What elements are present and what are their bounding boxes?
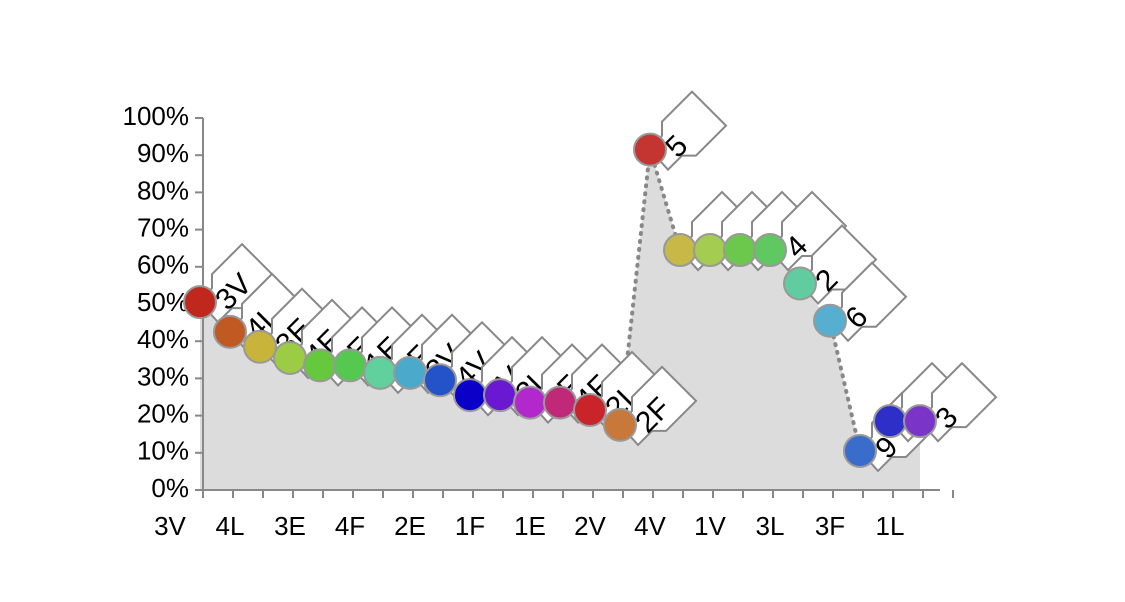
point-marker xyxy=(783,266,817,301)
jump-connector xyxy=(648,147,682,253)
point-marker xyxy=(723,233,757,268)
y-tick-label: 50% xyxy=(137,287,189,317)
point-marker xyxy=(483,378,517,413)
y-tick-label: 30% xyxy=(137,361,189,391)
point-marker xyxy=(183,285,217,320)
point-marker xyxy=(303,348,337,383)
area-layer xyxy=(200,149,920,490)
point-marker xyxy=(753,233,787,268)
y-tick-label: 90% xyxy=(137,138,189,168)
data-point: 5 xyxy=(633,90,728,172)
y-tick-label: 100% xyxy=(123,101,190,131)
point-marker xyxy=(573,393,607,428)
point-tag xyxy=(768,190,848,272)
x-tick-label: 1F xyxy=(455,511,485,541)
point-tag xyxy=(828,261,908,343)
axis-layer: 0% 10% 20% 30% 40% 50% 60% 70% 80% 90% 100% 3V 4L 3E 4… xyxy=(123,101,954,541)
jump-connector xyxy=(828,318,862,453)
data-point: 6 xyxy=(813,261,908,343)
x-tick-label: 1V xyxy=(694,511,726,541)
x-tick-label: 2V xyxy=(574,511,606,541)
point-tag xyxy=(918,361,998,443)
area-fill xyxy=(200,149,920,490)
x-tick-label: 1E xyxy=(514,511,546,541)
point-tag xyxy=(798,224,878,305)
data-point: 3 xyxy=(903,361,998,443)
point-marker xyxy=(213,314,247,349)
point-marker xyxy=(453,378,487,413)
x-tick-label: 1L xyxy=(876,511,905,541)
point-marker xyxy=(273,340,307,375)
point-marker xyxy=(513,385,547,420)
x-tick-label: 3F xyxy=(815,511,845,541)
y-tick-label: 0% xyxy=(151,473,189,503)
point-marker xyxy=(693,233,727,268)
data-point: 2F xyxy=(603,365,698,447)
x-tick-label: 3E xyxy=(274,511,306,541)
point-layer: 3V4L3E4E2E1E1F2V4V1V2L3F4F2L2F5187426983 xyxy=(183,90,998,473)
y-tick-label: 60% xyxy=(137,250,189,280)
point-marker xyxy=(543,385,577,420)
x-tick-label: 4V xyxy=(634,511,666,541)
point-marker xyxy=(903,404,937,439)
y-tick-label: 70% xyxy=(137,212,189,242)
y-tick-label: 80% xyxy=(137,175,189,205)
data-point: 2 xyxy=(783,224,878,305)
x-tick-label: 4F xyxy=(335,511,365,541)
y-tick-label: 40% xyxy=(137,324,189,354)
y-tick-label: 20% xyxy=(137,398,189,428)
point-marker xyxy=(603,407,637,442)
point-marker xyxy=(843,433,877,468)
point-marker xyxy=(873,404,907,439)
point-marker xyxy=(363,355,397,390)
point-tag xyxy=(648,90,728,172)
point-marker xyxy=(423,363,457,398)
x-tick-label: 4L xyxy=(216,511,245,541)
x-tick-label: 2E xyxy=(394,511,426,541)
point-marker xyxy=(663,233,697,268)
point-marker xyxy=(813,303,847,338)
point-marker xyxy=(333,348,367,383)
point-tag xyxy=(618,365,698,447)
x-tick-label: 3L xyxy=(756,511,785,541)
point-marker xyxy=(633,132,667,167)
data-point: 4 xyxy=(753,190,848,272)
point-marker xyxy=(393,355,427,390)
x-tick-label: 3V xyxy=(154,511,186,541)
y-tick-label: 10% xyxy=(137,436,189,466)
point-marker xyxy=(243,329,277,364)
